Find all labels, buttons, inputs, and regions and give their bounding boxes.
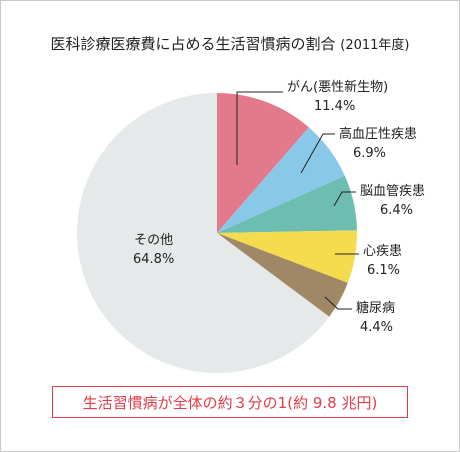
- pie-slice-diabetes: [217, 233, 348, 317]
- slice-label-cancer: がん(悪性新生物) 11.4%: [287, 78, 388, 116]
- pie-slice-other: [77, 93, 330, 373]
- pie-slice-heart: [217, 230, 358, 283]
- slice-percent: 6.4%: [380, 203, 414, 218]
- slice-percent: 6.1%: [367, 263, 401, 278]
- slice-name: その他: [134, 233, 174, 248]
- pie-slice-cerebrovascular: [217, 175, 357, 233]
- slice-label-cerebrovascular: 脳血管疾患 6.4%: [360, 182, 425, 220]
- slice-percent: 6.9%: [353, 146, 387, 161]
- leader-line-cerebrovascular: [333, 191, 356, 207]
- slice-label-hypertension: 高血圧性疾患 6.9%: [339, 125, 417, 163]
- slice-percent: 4.4%: [360, 320, 394, 335]
- chart-title: 医科診療医療費に占める生活習慣病の割合 (2011年度): [0, 33, 460, 54]
- summary-note-text: 生活習慣病が全体の約３分の1(約 9.8 兆円): [82, 393, 378, 412]
- slice-percent: 64.8%: [133, 252, 175, 267]
- pie-slice-cancer: [217, 93, 309, 233]
- slice-label-diabetes: 糖尿病 4.4%: [356, 299, 395, 337]
- slice-name: 心疾患: [363, 244, 403, 259]
- slice-name: 糖尿病: [356, 301, 396, 316]
- leader-line-diabetes: [324, 296, 352, 310]
- slice-label-other: その他 64.8%: [133, 231, 174, 269]
- chart-subtitle: (2011年度): [340, 38, 410, 53]
- slice-percent: 11.4%: [314, 99, 356, 114]
- slice-name: がん(悪性新生物): [287, 80, 389, 95]
- pie-slice-hypertension: [217, 127, 345, 233]
- slice-name: 高血圧性疾患: [339, 127, 418, 142]
- summary-note: 生活習慣病が全体の約３分の1(約 9.8 兆円): [52, 386, 408, 418]
- slice-label-heart: 心疾患 6.1%: [363, 242, 402, 280]
- leader-line-hypertension: [300, 133, 335, 174]
- leader-line-cancer: [236, 91, 283, 165]
- slice-name: 脳血管疾患: [360, 184, 426, 199]
- chart-title-main: 医科診療医療費に占める生活習慣病の割合: [50, 35, 336, 53]
